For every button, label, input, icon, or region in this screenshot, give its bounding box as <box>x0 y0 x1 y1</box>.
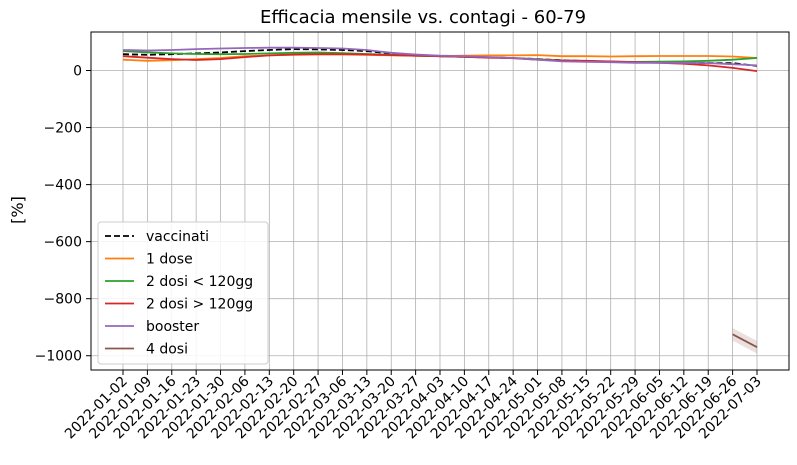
series-line-4-dosi <box>732 333 758 348</box>
y-axis: 0 −200 −400 −600 −800 −1000 <box>35 64 91 365</box>
grid-lines <box>91 32 789 370</box>
y-tick-label: 0 <box>73 64 82 80</box>
legend-entry: 1 dose <box>146 252 193 268</box>
y-tick-label: −1000 <box>35 349 82 365</box>
y-tick-label: −400 <box>44 178 82 194</box>
y-tick-label: −600 <box>44 235 82 251</box>
legend-entry: booster <box>146 319 199 335</box>
legend-entry: vaccinati <box>146 229 209 245</box>
legend-entry: 2 dosi > 120gg <box>146 297 253 313</box>
legend-box <box>97 221 269 365</box>
legend-entry: 4 dosi <box>146 342 188 358</box>
y-tick-label: −800 <box>44 292 82 308</box>
series-line-booster <box>122 46 758 67</box>
legend-entry: 2 dosi < 120gg <box>146 274 253 290</box>
x-axis: 2022-01-022022-01-092022-01-162022-01-23… <box>62 370 765 442</box>
plot-area <box>122 46 758 354</box>
chart-title: Efficacia mensile vs. contagi - 60-79 <box>260 7 586 28</box>
y-axis-label: [%] <box>8 196 27 224</box>
legend: vaccinati 1 dose 2 dosi < 120gg 2 dosi > 12… <box>97 221 269 365</box>
y-tick-label: −200 <box>44 121 82 137</box>
